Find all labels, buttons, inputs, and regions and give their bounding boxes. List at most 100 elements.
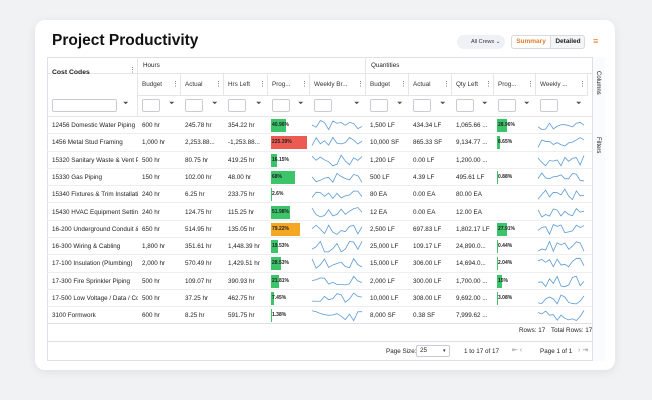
- toggle-summary[interactable]: Summary: [516, 38, 546, 45]
- filter-input[interactable]: [314, 99, 332, 112]
- column-header[interactable]: Budget: [138, 74, 181, 96]
- cell: 15340 Fixtures & Trim Installati: [52, 191, 138, 199]
- filter-input[interactable]: [185, 99, 203, 112]
- cell: 245.78 hr: [185, 122, 212, 129]
- filter-input[interactable]: [228, 99, 246, 112]
- filter-input[interactable]: [142, 99, 160, 112]
- column-header[interactable]: Budget: [366, 74, 409, 96]
- cell: 8.25 hr: [185, 312, 205, 320]
- row-header: Cost Codes: [47, 57, 138, 116]
- grid-row: 15340 Fixtures & Trim Installati 240 hr 6.…: [47, 186, 592, 204]
- cell: 500 hr: [142, 295, 160, 302]
- cell: 390.93 hr: [228, 277, 255, 285]
- column-header[interactable]: Prog...: [268, 74, 310, 96]
- group-label: Hours: [138, 57, 366, 74]
- sparkline-path: [311, 190, 363, 200]
- side-filters[interactable]: Filters: [595, 137, 601, 154]
- pagination-bar: [47, 341, 592, 342]
- column-header[interactable]: Prog...: [494, 74, 536, 96]
- weekly-sparkline: [311, 275, 363, 285]
- column-menu: ⋮: [172, 81, 179, 88]
- page-size-caret: ▾: [443, 348, 446, 354]
- weekly-sparkline: [311, 190, 363, 200]
- filter-icon: ⏷: [482, 100, 488, 107]
- progress-bar: [497, 119, 508, 132]
- cell: 17-300 Fire Sprinkler Piping: [52, 277, 131, 285]
- cell: 240 hr: [142, 191, 160, 199]
- column-menu: ⋮: [400, 81, 407, 88]
- cell: 1,700.00 ...: [456, 277, 488, 285]
- progress-bar: [271, 153, 277, 167]
- column-menu: ⋮: [301, 81, 308, 88]
- cell: 600 hr: [142, 122, 160, 129]
- nav-first-prev[interactable]: ⇤ ‹: [512, 347, 523, 354]
- cell: 115.25 hr: [228, 208, 255, 216]
- progress-cell: 79.22%: [271, 222, 307, 236]
- nav-next-last[interactable]: › ⇥: [578, 347, 589, 354]
- filter-input[interactable]: [456, 99, 474, 112]
- column-menu: ⋮: [579, 81, 586, 88]
- progress-bar: [271, 136, 307, 150]
- cell: 9,134.77 ...: [456, 139, 488, 147]
- progress-label: 8.65%: [498, 139, 513, 146]
- progress-cell: 51.98%: [271, 205, 307, 219]
- progress-bar: [497, 292, 499, 305]
- menu-icon[interactable]: ≡: [593, 36, 599, 46]
- weekly-sparkline: [537, 188, 585, 201]
- page-size-select[interactable]: 25 ▾: [416, 345, 450, 357]
- column-menu: ⋮: [215, 81, 222, 88]
- progress-cell: 0.88%: [497, 170, 533, 184]
- card: [35, 20, 615, 370]
- progress-bar: [497, 136, 501, 150]
- sparkline-path: [537, 258, 585, 269]
- sparkline-path: [311, 153, 363, 166]
- weekly-sparkline: [537, 223, 585, 236]
- progress-bar: [497, 222, 508, 236]
- filter-input[interactable]: [52, 99, 117, 112]
- cell: 12.00 EA: [456, 208, 482, 216]
- progress-label: 79.22%: [272, 225, 289, 232]
- weekly-sparkline: [537, 310, 585, 322]
- filter-input[interactable]: [413, 99, 431, 112]
- filter-icon: ⏷: [212, 100, 218, 107]
- progress-bar: [271, 274, 279, 288]
- progress-label: 27.91%: [498, 225, 515, 232]
- filter-input[interactable]: [498, 99, 516, 112]
- progress-cell: 8.65%: [497, 136, 533, 150]
- progress-label: 28.53%: [272, 260, 289, 267]
- grid-row: 17-500 Low Voltage / Data / Co 500 hr 37.2…: [47, 290, 592, 308]
- cell: 80.75 hr: [185, 156, 209, 164]
- progress-cell: 1.38%: [271, 309, 307, 323]
- page-size-value: 25: [420, 347, 428, 354]
- progress-label: 225.39%: [272, 139, 292, 146]
- column-header[interactable]: Weekly ...: [536, 74, 588, 96]
- column-header[interactable]: Weekly Br...: [310, 74, 366, 96]
- cell: 0.00 EA: [413, 208, 436, 216]
- column-header[interactable]: Hrs Left: [224, 74, 268, 96]
- weekly-sparkline: [537, 294, 585, 305]
- column-header[interactable]: Actual: [409, 74, 452, 96]
- cell: 16-300 Wiring & Cabling: [52, 243, 121, 251]
- column-header[interactable]: Qty Left: [452, 74, 494, 96]
- column-header[interactable]: Actual: [181, 74, 224, 96]
- cell: 15330 Gas Piping: [52, 173, 103, 181]
- cell: 591.75 hr: [228, 312, 255, 320]
- cell: 351.61 hr: [185, 243, 212, 251]
- toggle-detailed[interactable]: Detailed: [550, 36, 584, 48]
- progress-cell: 27.91%: [497, 222, 533, 236]
- column-menu: ⋮: [129, 67, 136, 74]
- cell: -1,253.88...: [228, 139, 260, 147]
- sparkline-path: [537, 207, 585, 218]
- crew-filter[interactable]: All Crews ⌄: [457, 35, 505, 49]
- side-columns[interactable]: Columns: [595, 71, 601, 95]
- progress-bar: [271, 119, 286, 132]
- filter-input[interactable]: [272, 99, 290, 112]
- filter-input[interactable]: [370, 99, 388, 112]
- progress-bar: [271, 240, 279, 254]
- sparkline-path: [311, 119, 363, 131]
- weekly-sparkline: [311, 172, 363, 183]
- cell: 109.17 LF: [413, 243, 442, 251]
- filter-input[interactable]: [540, 99, 558, 112]
- progress-cell: 15%: [497, 274, 533, 288]
- page-size-label: Page Size:: [386, 348, 417, 355]
